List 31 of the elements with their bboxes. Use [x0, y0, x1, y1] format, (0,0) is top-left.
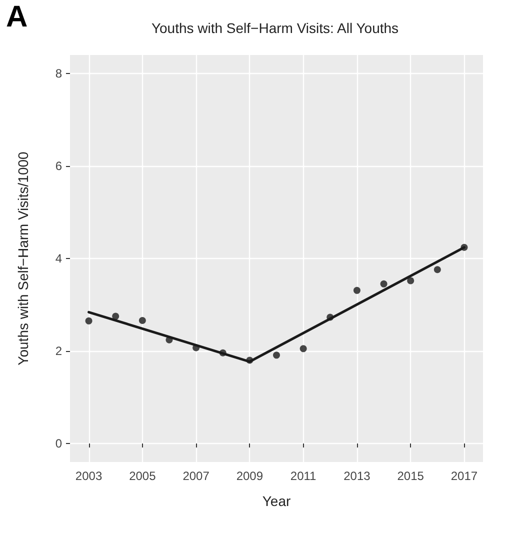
point — [112, 312, 120, 320]
y-tick-label: 4 — [55, 252, 62, 266]
point — [219, 349, 226, 356]
point — [138, 316, 146, 324]
x-tick-label: 2003 — [75, 469, 102, 483]
x-tick-label: 2013 — [344, 469, 371, 483]
y-tick-label: 2 — [55, 344, 62, 358]
x-tick-label: 2007 — [182, 469, 210, 483]
x-tick-label: 2017 — [450, 469, 478, 483]
x-tick-label: 2015 — [397, 469, 424, 483]
y-tick-label: 0 — [55, 436, 62, 450]
x-tick-label: 2011 — [290, 469, 317, 483]
y-tick-label: 6 — [55, 159, 62, 173]
point — [380, 280, 388, 288]
point — [407, 277, 414, 284]
point — [246, 356, 254, 364]
y-axis-title: Youths with Self−Harm Visits/1000 — [15, 151, 31, 366]
x-tick-label: 2009 — [236, 469, 264, 483]
point — [434, 266, 441, 274]
text: A — [6, 0, 28, 34]
point — [85, 317, 92, 324]
point — [273, 352, 280, 359]
point — [300, 345, 307, 352]
x-tick-label: 2005 — [129, 469, 156, 483]
x-axis-title: Year — [262, 493, 291, 509]
point — [353, 286, 360, 294]
point — [460, 244, 468, 251]
point — [326, 314, 334, 321]
point — [192, 344, 200, 352]
y-tick-label: 8 — [55, 66, 62, 80]
chart-title: Youths with Self−Harm Visits: All Youths — [151, 20, 399, 36]
